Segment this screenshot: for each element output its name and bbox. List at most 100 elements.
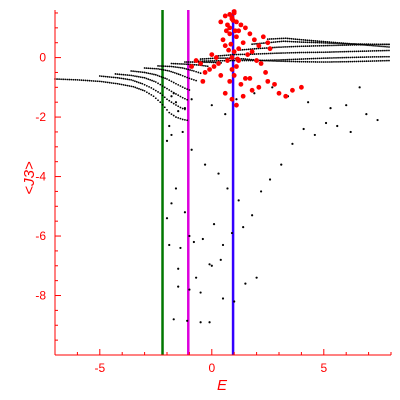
data-point [210, 104, 213, 107]
data-point [197, 71, 200, 74]
data-point [249, 49, 255, 55]
data-point [128, 78, 131, 81]
y-tick-label: -6 [35, 229, 46, 243]
data-point [234, 102, 239, 108]
data-point [170, 133, 173, 137]
data-point [270, 41, 273, 44]
data-point [221, 243, 225, 247]
data-point [310, 41, 313, 44]
data-point [126, 84, 129, 87]
data-point [108, 81, 111, 84]
data-point [342, 42, 345, 45]
data-point [219, 57, 222, 60]
data-point [176, 66, 178, 69]
data-point [170, 90, 173, 93]
data-point [271, 86, 274, 89]
data-point [337, 50, 339, 53]
data-point [177, 110, 180, 113]
data-point [153, 73, 155, 76]
data-point [184, 61, 186, 63]
data-point [177, 94, 180, 97]
data-point [371, 50, 374, 52]
data-point [369, 60, 372, 63]
data-point [251, 43, 254, 46]
data-point [118, 83, 121, 86]
data-point [333, 51, 335, 53]
data-point [153, 67, 156, 70]
data-point [195, 79, 198, 82]
data-point [185, 61, 188, 63]
data-point [184, 87, 186, 90]
data-point [314, 41, 317, 44]
data-point [375, 43, 378, 46]
data-point [294, 60, 297, 63]
data-point [179, 66, 182, 69]
data-point [290, 87, 295, 93]
data-point [329, 44, 331, 47]
data-point [191, 61, 194, 63]
data-point [141, 82, 144, 85]
data-point [282, 46, 284, 48]
data-point [172, 71, 174, 74]
data-point [278, 40, 281, 43]
data-point [82, 79, 85, 82]
data-point [159, 83, 162, 86]
data-point [359, 50, 362, 53]
data-point [265, 47, 268, 49]
data-point [190, 98, 193, 101]
data-point [210, 61, 213, 64]
data-point [187, 63, 190, 66]
data-point [255, 276, 258, 279]
data-point [217, 172, 220, 175]
data-point [280, 60, 282, 63]
data-point [157, 82, 159, 85]
data-point [234, 34, 239, 40]
data-point [181, 107, 184, 110]
data-point [318, 44, 321, 47]
data-point [312, 57, 315, 60]
data-point [365, 112, 368, 116]
y-tick-label: -4 [35, 170, 46, 184]
data-point [280, 58, 282, 61]
data-point [213, 55, 219, 60]
data-point [361, 50, 364, 53]
data-point [166, 69, 169, 72]
data-point [290, 40, 293, 43]
data-point [149, 78, 152, 81]
data-point [343, 60, 346, 63]
data-point [268, 59, 270, 62]
data-point [134, 70, 136, 73]
data-point [227, 78, 233, 84]
data-point [188, 288, 191, 291]
data-point [70, 78, 73, 81]
data-point [225, 58, 230, 63]
data-point [316, 57, 319, 60]
data-point [278, 46, 280, 49]
data-point [280, 52, 282, 54]
data-point [251, 37, 257, 43]
data-point [355, 56, 358, 59]
data-point [322, 51, 325, 54]
data-point [379, 49, 382, 52]
data-point [363, 60, 366, 63]
data-point [172, 62, 175, 65]
data-point [205, 60, 208, 62]
data-point [137, 75, 140, 78]
data-point [175, 104, 177, 106]
data-point [232, 28, 238, 34]
data-point [292, 40, 295, 43]
data-point [147, 72, 150, 75]
data-point [199, 72, 202, 75]
data-point [158, 75, 161, 78]
data-point [306, 45, 309, 48]
data-point [120, 83, 123, 86]
data-point [233, 300, 236, 303]
data-point [292, 60, 295, 63]
data-point [145, 71, 148, 74]
data-point [256, 43, 262, 49]
data-point [189, 61, 192, 63]
data-point [247, 31, 253, 37]
data-point [267, 46, 273, 52]
data-point [328, 41, 331, 43]
data-point [350, 42, 353, 45]
